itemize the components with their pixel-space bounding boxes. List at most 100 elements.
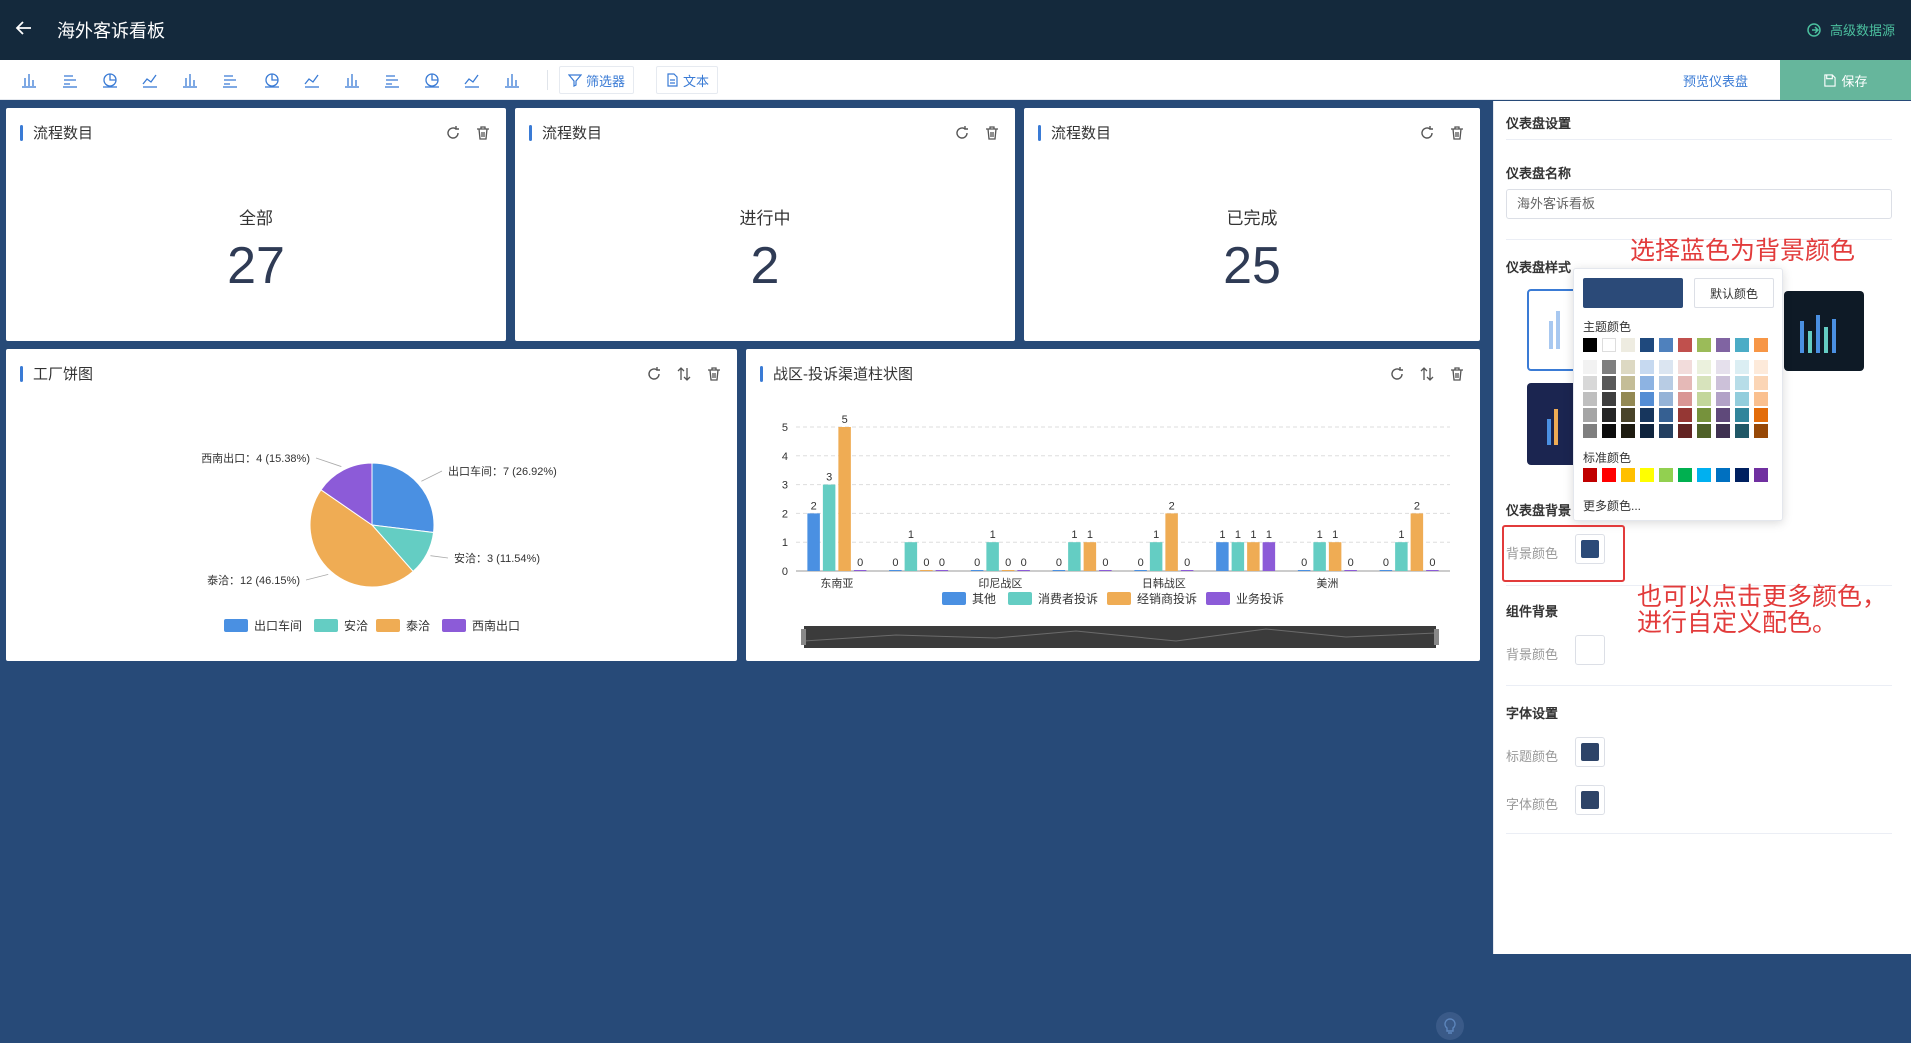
advanced-data-source-button[interactable]: 高级数据源 — [1806, 20, 1895, 39]
delete-icon[interactable] — [474, 124, 492, 142]
legend-label[interactable]: 消费者投诉 — [1038, 591, 1098, 606]
legend-swatch[interactable] — [1008, 592, 1032, 605]
scatter-chart-icon[interactable] — [462, 70, 482, 90]
bar[interactable] — [1410, 513, 1424, 571]
theme-shade-swatch[interactable] — [1735, 408, 1749, 422]
bar[interactable] — [889, 570, 902, 571]
theme-shade-swatch[interactable] — [1659, 360, 1673, 374]
standard-color-swatch[interactable] — [1583, 468, 1597, 482]
delete-icon[interactable] — [1448, 365, 1466, 383]
sort-icon[interactable] — [675, 365, 693, 383]
text-button[interactable]: 文本 — [656, 66, 719, 94]
theme-shade-swatch[interactable] — [1754, 392, 1768, 406]
data-zoom-slider[interactable] — [804, 626, 1436, 648]
dashboard-name-input[interactable]: 海外客诉看板 — [1506, 189, 1892, 219]
theme-shade-swatch[interactable] — [1583, 408, 1597, 422]
legend-swatch[interactable] — [224, 619, 248, 632]
delete-icon[interactable] — [983, 124, 1001, 142]
standard-color-swatch[interactable] — [1716, 468, 1730, 482]
theme-shade-swatch[interactable] — [1678, 408, 1692, 422]
theme-shade-swatch[interactable] — [1697, 408, 1711, 422]
legend-label[interactable]: 西南出口 — [472, 618, 520, 633]
theme-shade-swatch[interactable] — [1697, 376, 1711, 390]
legend-swatch[interactable] — [442, 619, 466, 632]
theme-shade-swatch[interactable] — [1735, 376, 1749, 390]
theme-shade-swatch[interactable] — [1716, 392, 1730, 406]
theme-shade-swatch[interactable] — [1583, 376, 1597, 390]
theme-shade-swatch[interactable] — [1716, 424, 1730, 438]
preview-dashboard-link[interactable]: 预览仪表盘 — [1682, 74, 1748, 89]
theme-shade-swatch[interactable] — [1659, 424, 1673, 438]
theme-shade-swatch[interactable] — [1621, 424, 1635, 438]
bar[interactable] — [1344, 570, 1357, 571]
theme-shade-swatch[interactable] — [1602, 392, 1616, 406]
theme-shade-swatch[interactable] — [1583, 360, 1597, 374]
arrow-left-icon[interactable] — [14, 18, 34, 38]
pie-chart-icon[interactable] — [100, 70, 120, 90]
theme-shade-swatch[interactable] — [1754, 424, 1768, 438]
bar[interactable] — [1052, 570, 1066, 571]
theme-shade-swatch[interactable] — [1735, 424, 1749, 438]
theme-color-swatch[interactable] — [1754, 338, 1768, 352]
theme-color-swatch[interactable] — [1602, 338, 1616, 352]
bar[interactable] — [1297, 570, 1311, 571]
theme-color-swatch[interactable] — [1735, 338, 1749, 352]
kpi-card-completed[interactable]: 流程数目 已完成 25 — [1024, 108, 1480, 341]
standard-color-swatch[interactable] — [1697, 468, 1711, 482]
theme-shade-swatch[interactable] — [1602, 424, 1616, 438]
horizontal-bar-icon[interactable] — [60, 70, 80, 90]
legend-label[interactable]: 业务投诉 — [1236, 591, 1284, 606]
theme-shade-swatch[interactable] — [1621, 376, 1635, 390]
bar[interactable] — [1395, 542, 1408, 571]
table-icon[interactable] — [262, 70, 282, 90]
theme-shade-swatch[interactable] — [1640, 392, 1654, 406]
standard-color-swatch[interactable] — [1735, 468, 1749, 482]
theme-color-swatch[interactable] — [1678, 338, 1692, 352]
style-thumbnail-dark[interactable] — [1784, 291, 1864, 371]
bar[interactable] — [807, 513, 820, 571]
bar[interactable] — [1149, 542, 1163, 571]
theme-shade-swatch[interactable] — [1640, 424, 1654, 438]
component-bg-color-swatch[interactable] — [1575, 635, 1605, 665]
bar[interactable] — [1247, 542, 1260, 571]
theme-shade-swatch[interactable] — [1583, 392, 1597, 406]
sort-icon[interactable] — [1418, 365, 1436, 383]
combo-chart-icon[interactable] — [502, 70, 522, 90]
theme-shade-swatch[interactable] — [1735, 360, 1749, 374]
delete-icon[interactable] — [1448, 124, 1466, 142]
theme-shade-swatch[interactable] — [1735, 392, 1749, 406]
data-zoom-handle-left[interactable] — [801, 629, 806, 645]
theme-shade-swatch[interactable] — [1659, 392, 1673, 406]
theme-shade-swatch[interactable] — [1678, 392, 1692, 406]
legend-label[interactable]: 其他 — [972, 592, 996, 606]
legend-swatch[interactable] — [942, 592, 966, 605]
refresh-icon[interactable] — [1388, 365, 1406, 383]
standard-color-swatch[interactable] — [1659, 468, 1673, 482]
funnel-icon[interactable] — [382, 70, 402, 90]
bar[interactable] — [920, 570, 933, 571]
theme-shade-swatch[interactable] — [1583, 424, 1597, 438]
theme-shade-swatch[interactable] — [1716, 408, 1730, 422]
data-zoom-handle-right[interactable] — [1434, 629, 1439, 645]
bar[interactable] — [1068, 542, 1081, 571]
theme-shade-swatch[interactable] — [1602, 360, 1616, 374]
theme-shade-swatch[interactable] — [1602, 408, 1616, 422]
theme-shade-swatch[interactable] — [1640, 360, 1654, 374]
bar[interactable] — [935, 570, 949, 571]
theme-color-swatch[interactable] — [1640, 338, 1654, 352]
theme-shade-swatch[interactable] — [1754, 360, 1768, 374]
number-icon[interactable] — [302, 70, 322, 90]
legend-label[interactable]: 安洽 — [344, 618, 368, 633]
radar-chart-icon[interactable] — [180, 70, 200, 90]
save-button[interactable]: 保存 — [1780, 60, 1911, 100]
bar[interactable] — [1262, 542, 1276, 571]
legend-swatch[interactable] — [376, 619, 400, 632]
standard-color-swatch[interactable] — [1602, 468, 1616, 482]
refresh-icon[interactable] — [444, 124, 462, 142]
legend-label[interactable]: 经销商投诉 — [1137, 591, 1197, 606]
theme-shade-swatch[interactable] — [1621, 408, 1635, 422]
font-color-swatch[interactable] — [1575, 785, 1605, 815]
refresh-icon[interactable] — [953, 124, 971, 142]
theme-color-swatch[interactable] — [1659, 338, 1673, 352]
theme-color-swatch[interactable] — [1697, 338, 1711, 352]
